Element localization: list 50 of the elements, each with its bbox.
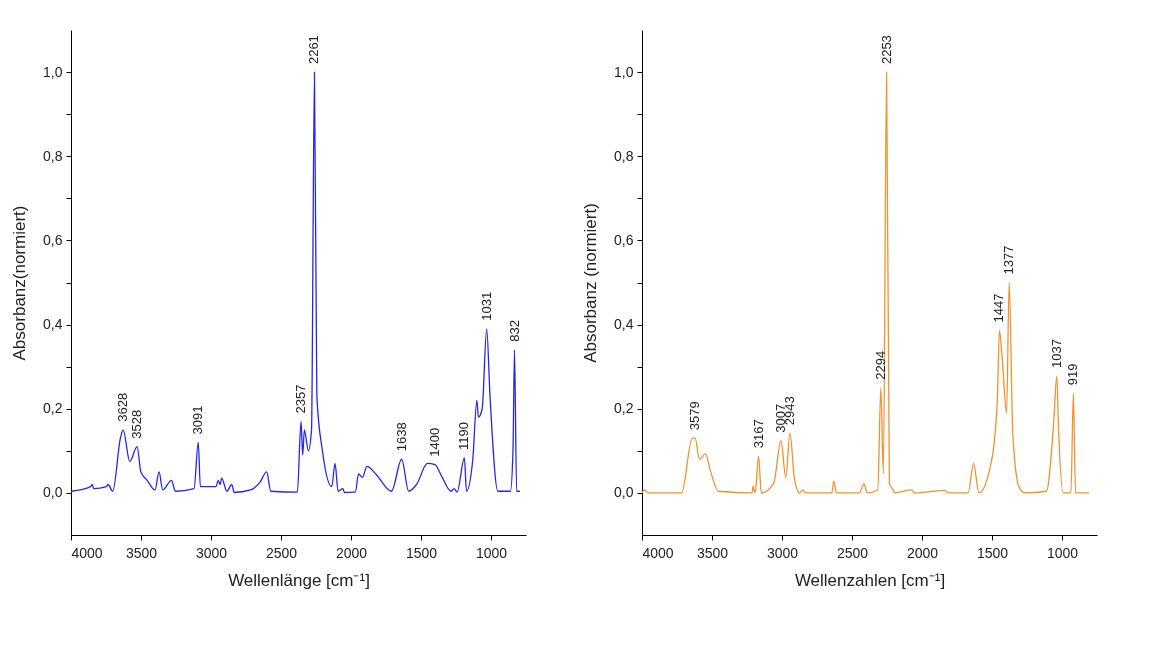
annotation: 1638 xyxy=(393,422,409,452)
annotation: 3628 xyxy=(115,392,131,422)
x-tick-label: 1500 xyxy=(976,544,1009,561)
y-tick-label: 0,6 xyxy=(43,231,63,248)
x-tick-label: 1000 xyxy=(475,544,508,561)
annotation: 3528 xyxy=(129,409,145,439)
x-axis-title: Wellenlänge [cm⁻¹] xyxy=(228,570,370,590)
line-series xyxy=(642,71,1090,494)
annotation: 2261 xyxy=(306,35,322,65)
annotation: 919 xyxy=(1065,363,1081,386)
y-axis-title: Absorbanz (normiert) xyxy=(581,203,601,363)
y-tick-label: 0,2 xyxy=(43,400,63,417)
annotation: 2294 xyxy=(872,350,888,380)
y-tick-label: 0,8 xyxy=(614,147,634,164)
y-tick-label: 0,0 xyxy=(614,484,634,501)
annotation: 1447 xyxy=(991,293,1007,323)
x-axis-title: Wellenzahlen [cm⁻¹] xyxy=(794,570,946,590)
x-tick-label: 3000 xyxy=(766,544,799,561)
x-tick-label: 3500 xyxy=(125,544,158,561)
x-tick-label: 2500 xyxy=(265,544,298,561)
annotation: 3167 xyxy=(750,419,766,449)
y-tick-label: 1,0 xyxy=(43,63,63,80)
y-tick-label: 0,4 xyxy=(614,316,634,333)
y-tick-label: 0,8 xyxy=(43,147,63,164)
annotation: 2357 xyxy=(293,384,309,414)
x-tick-label: 4000 xyxy=(71,544,103,561)
x-tick-label: 1000 xyxy=(1046,544,1079,561)
annotation: 832 xyxy=(506,320,522,342)
annotation: 1037 xyxy=(1048,339,1064,368)
annotation: 1031 xyxy=(478,291,494,321)
y-tick-label: 0,0 xyxy=(43,484,63,501)
y-tick-label: 0,6 xyxy=(614,231,634,248)
x-tick-label: 2000 xyxy=(335,544,368,561)
x-tick-label: 2000 xyxy=(906,544,939,561)
y-axis-title: Absorbanz(normiert) xyxy=(10,205,30,361)
annotation: 3579 xyxy=(687,401,703,431)
annotation: 1377 xyxy=(1001,245,1017,275)
x-tick-label: 3500 xyxy=(696,544,729,561)
x-tick-label: 3000 xyxy=(195,544,228,561)
annotation: 1190 xyxy=(456,422,472,450)
y-tick-label: 0,4 xyxy=(43,316,63,333)
annotation: 1400 xyxy=(427,427,442,457)
annotation: 2253 xyxy=(878,35,894,65)
line-series xyxy=(71,71,521,494)
y-tick-label: 1,0 xyxy=(614,63,634,80)
annotation: 3091 xyxy=(190,405,206,435)
y-tick-label: 0,2 xyxy=(614,400,634,417)
x-tick-label: 1500 xyxy=(405,544,438,561)
x-tick-label: 2500 xyxy=(836,544,869,561)
x-tick-label: 4000 xyxy=(642,544,674,561)
